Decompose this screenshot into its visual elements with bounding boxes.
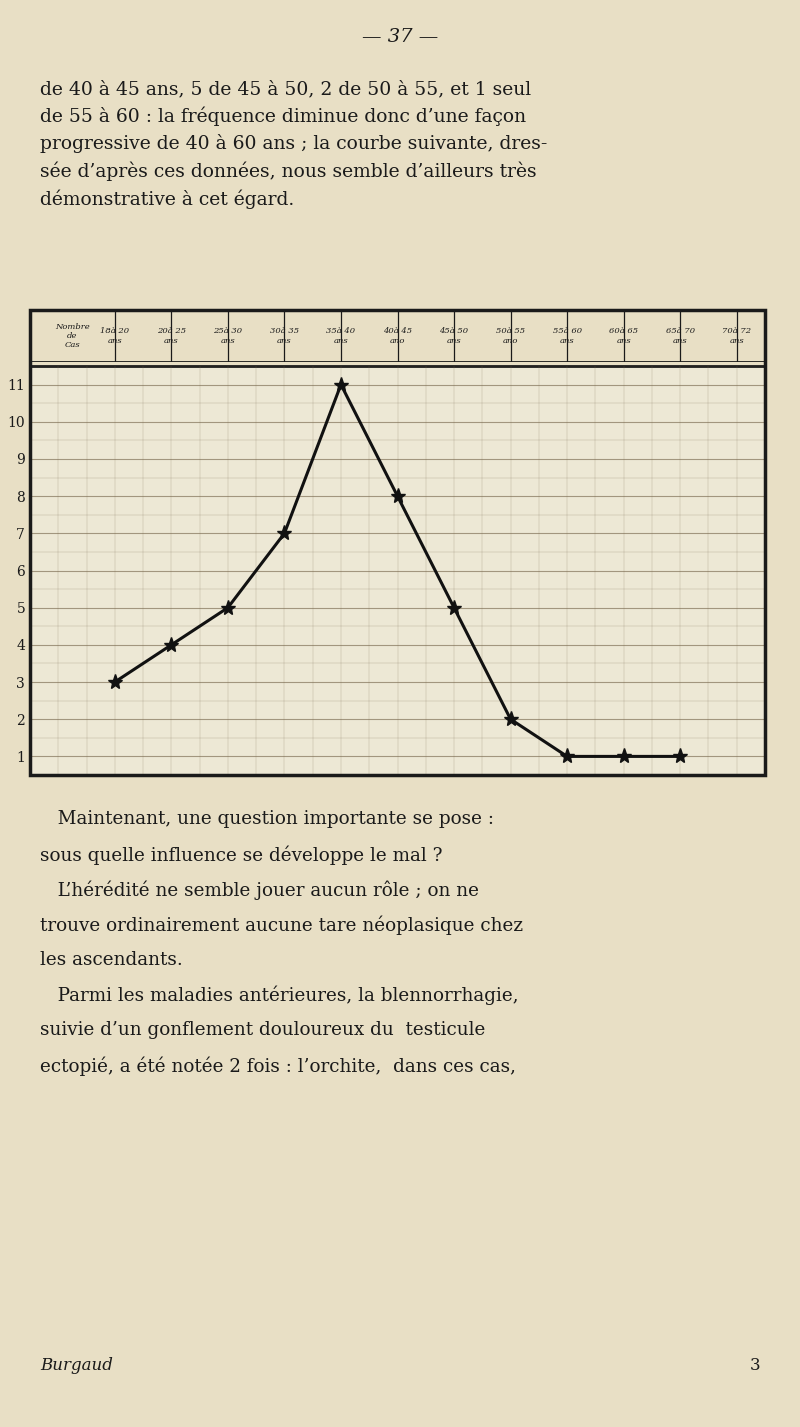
- Text: — 37 —: — 37 —: [362, 29, 438, 47]
- Text: 3: 3: [750, 1357, 760, 1374]
- Text: 20à 25
ans: 20à 25 ans: [157, 327, 186, 344]
- Text: ectopié, a été notée 2 fois : l’orchite,  dans ces cas,: ectopié, a été notée 2 fois : l’orchite,…: [40, 1056, 516, 1076]
- Text: 35à 40
ans: 35à 40 ans: [326, 327, 355, 344]
- Text: Maintenant, une question importante se pose :: Maintenant, une question importante se p…: [40, 811, 494, 828]
- Text: 55à 60
ans: 55à 60 ans: [553, 327, 582, 344]
- Text: 30à 35
ans: 30à 35 ans: [270, 327, 299, 344]
- Text: suivie d’un gonflement douloureux du  testicule: suivie d’un gonflement douloureux du tes…: [40, 1020, 486, 1039]
- Text: trouve ordinairement aucune tare néoplasique chez: trouve ordinairement aucune tare néoplas…: [40, 916, 523, 935]
- Text: 70à 72
ans: 70à 72 ans: [722, 327, 751, 344]
- Text: 40à 45
ano: 40à 45 ano: [383, 327, 412, 344]
- Text: de 40 à 45 ans, 5 de 45 à 50, 2 de 50 à 55, et 1 seul
de 55 à 60 : la fréquence : de 40 à 45 ans, 5 de 45 à 50, 2 de 50 à …: [40, 80, 547, 210]
- Text: 25à 30
ans: 25à 30 ans: [214, 327, 242, 344]
- Text: 65à 70
ans: 65à 70 ans: [666, 327, 694, 344]
- Text: les ascendants.: les ascendants.: [40, 950, 182, 969]
- Text: Parmi les maladies antérieures, la blennorrhagie,: Parmi les maladies antérieures, la blenn…: [40, 986, 518, 1005]
- Text: Nombre
de
Cas: Nombre de Cas: [55, 323, 90, 350]
- Text: L’hérédité ne semble jouer aucun rôle ; on ne: L’hérédité ne semble jouer aucun rôle ; …: [40, 880, 479, 900]
- Text: 60à 65
ans: 60à 65 ans: [609, 327, 638, 344]
- Text: 50à 55
ano: 50à 55 ano: [496, 327, 525, 344]
- Text: sous quelle influence se développe le mal ?: sous quelle influence se développe le ma…: [40, 845, 442, 865]
- Text: Burgaud: Burgaud: [40, 1357, 113, 1374]
- Text: 45à 50
ans: 45à 50 ans: [439, 327, 469, 344]
- Text: 18à 20
ans: 18à 20 ans: [100, 327, 130, 344]
